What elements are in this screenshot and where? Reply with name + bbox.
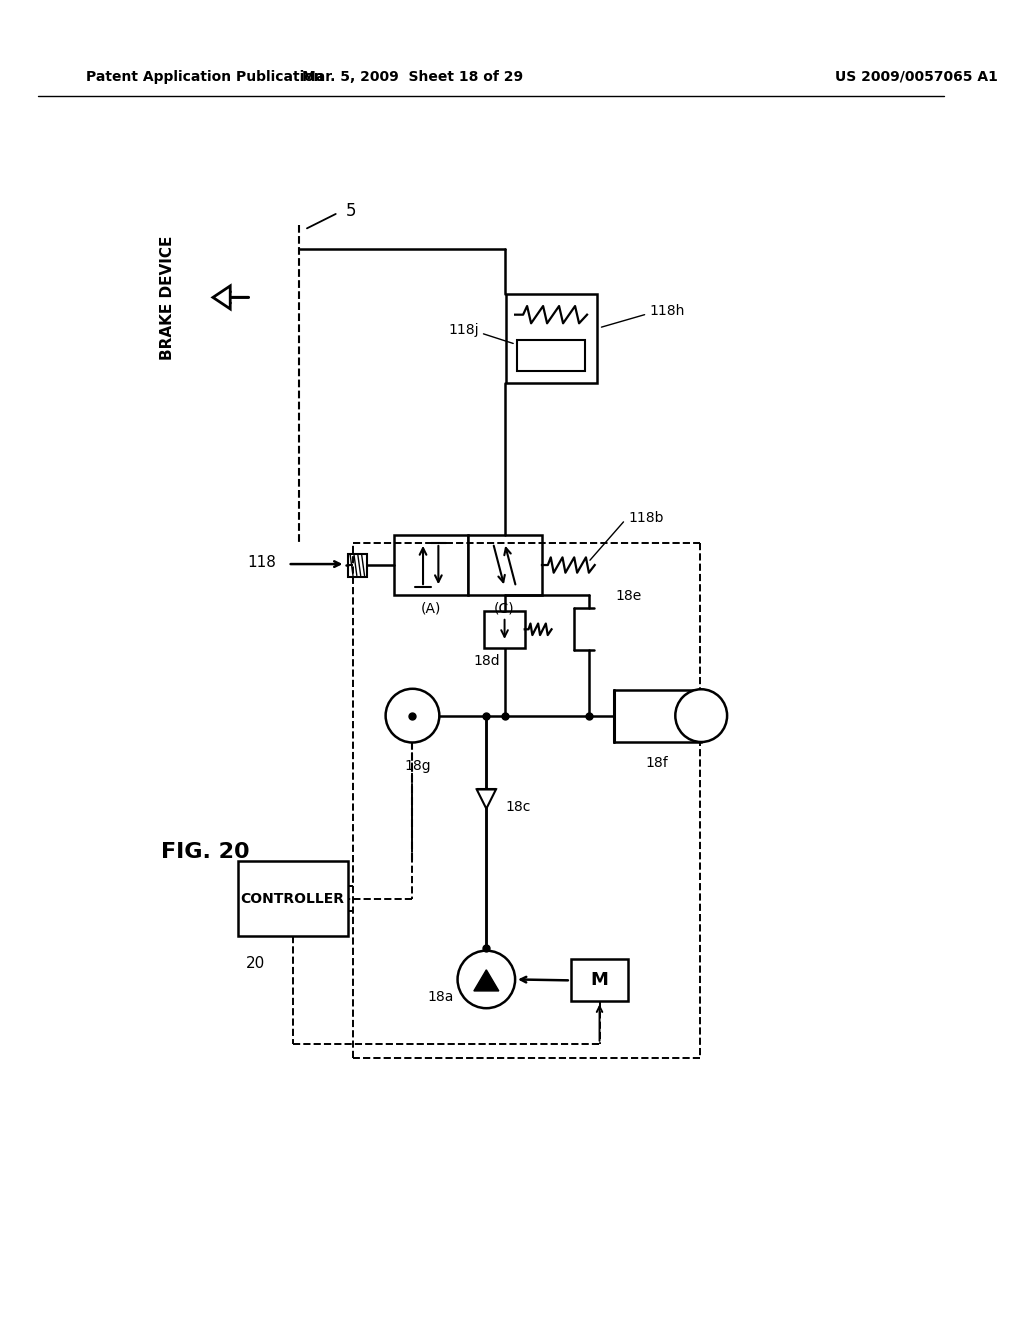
Text: CONTROLLER: CONTROLLER bbox=[241, 892, 344, 906]
Text: 18d: 18d bbox=[473, 653, 500, 668]
Bar bbox=[506, 293, 597, 383]
Text: 118b: 118b bbox=[629, 511, 664, 525]
Bar bbox=[238, 862, 348, 936]
Text: (A): (A) bbox=[421, 601, 441, 615]
Text: (C): (C) bbox=[495, 601, 515, 615]
Ellipse shape bbox=[675, 689, 727, 742]
Text: 18c: 18c bbox=[506, 800, 530, 813]
Bar bbox=[468, 536, 542, 595]
Text: M: M bbox=[591, 972, 608, 990]
Text: 18f: 18f bbox=[646, 755, 669, 770]
Text: 118j: 118j bbox=[449, 323, 478, 337]
Circle shape bbox=[386, 689, 439, 742]
Text: 18g: 18g bbox=[403, 759, 430, 772]
Text: 118h: 118h bbox=[649, 304, 685, 318]
Text: Mar. 5, 2009  Sheet 18 of 29: Mar. 5, 2009 Sheet 18 of 29 bbox=[302, 70, 523, 83]
Polygon shape bbox=[474, 970, 499, 991]
Text: 118: 118 bbox=[248, 554, 276, 570]
Bar bbox=[517, 339, 585, 371]
Bar bbox=[348, 553, 368, 577]
Text: Pa: Pa bbox=[402, 709, 422, 722]
Text: 18e: 18e bbox=[615, 589, 642, 603]
Polygon shape bbox=[213, 286, 230, 309]
Text: US 2009/0057065 A1: US 2009/0057065 A1 bbox=[835, 70, 997, 83]
Polygon shape bbox=[477, 789, 496, 809]
Text: BRAKE DEVICE: BRAKE DEVICE bbox=[161, 235, 175, 359]
Bar bbox=[484, 611, 524, 648]
Text: 18a: 18a bbox=[427, 990, 454, 1003]
Bar bbox=[614, 690, 701, 742]
Bar bbox=[394, 536, 468, 595]
Text: Patent Application Publication: Patent Application Publication bbox=[86, 70, 324, 83]
Bar bbox=[570, 960, 629, 1002]
Text: FIG. 20: FIG. 20 bbox=[161, 842, 250, 862]
Text: 5: 5 bbox=[345, 202, 355, 220]
Circle shape bbox=[458, 950, 515, 1008]
Text: 20: 20 bbox=[246, 956, 265, 970]
